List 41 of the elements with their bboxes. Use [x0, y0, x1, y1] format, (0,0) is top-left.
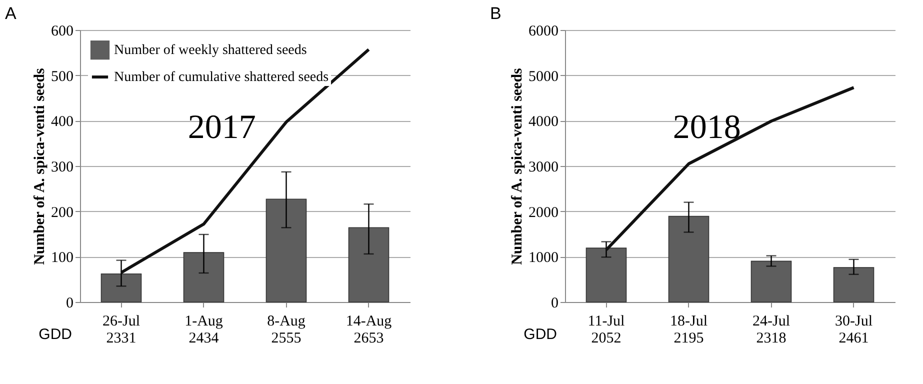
- x-tick-label: 18-Jul 2195: [670, 314, 708, 346]
- x-tick-label: 11-Jul 2052: [588, 314, 625, 346]
- x-tick-label: 30-Jul 2461: [835, 314, 872, 346]
- y-tick-label: 0: [66, 296, 74, 312]
- y-axis-title: Number of A. spica-venti seeds: [510, 68, 526, 265]
- bar: [750, 260, 792, 302]
- legend-label: Number of cumulative shattered seeds: [114, 70, 329, 85]
- bar: [668, 216, 710, 302]
- y-tick-label: 4000: [528, 114, 558, 130]
- x-tick-label: 24-Jul 2318: [752, 314, 790, 346]
- bar: [183, 252, 224, 302]
- x-tick-label: 26-Jul 2331: [102, 314, 140, 346]
- y-tick-label: 6000: [528, 24, 558, 40]
- bar: [100, 273, 142, 302]
- y-tick-label: 0: [551, 296, 558, 312]
- x-tick-label: 8-Aug 2555: [267, 314, 306, 346]
- y-tick-label: 1000: [528, 250, 558, 266]
- text: GDD: [524, 326, 558, 343]
- bar: [586, 248, 627, 302]
- text: GDD: [38, 326, 72, 343]
- bar: [266, 198, 307, 302]
- y-tick-label: 500: [51, 68, 74, 85]
- y-tick-label: 5000: [528, 68, 558, 85]
- annotation: 2017: [188, 108, 256, 146]
- chart-title: A: [5, 4, 17, 23]
- y-axis-title: Number of A. spica-venti seeds: [32, 68, 48, 265]
- y-tick-label: 2000: [528, 204, 558, 221]
- line-series: [604, 86, 856, 252]
- x-tick-label: 14-Aug 2653: [346, 314, 392, 346]
- y-tick-label: 300: [51, 160, 74, 176]
- legend-label: Number of weekly shattered seeds: [114, 43, 307, 58]
- y-tick-label: 200: [51, 204, 74, 221]
- bar: [348, 227, 390, 302]
- y-tick-label: 400: [51, 114, 74, 130]
- chart-title: B: [490, 4, 502, 23]
- annotation: 2018: [672, 108, 741, 146]
- x-tick-label: 1-Aug 2434: [184, 314, 224, 346]
- y-tick-label: 3000: [528, 160, 558, 176]
- y-tick-label: 600: [51, 24, 74, 40]
- y-tick-label: 100: [51, 250, 74, 266]
- bar: [833, 267, 874, 302]
